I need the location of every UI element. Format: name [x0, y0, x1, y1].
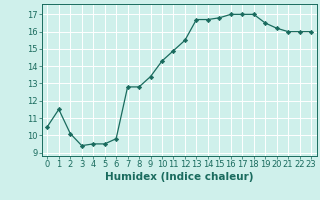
X-axis label: Humidex (Indice chaleur): Humidex (Indice chaleur) [105, 172, 253, 182]
